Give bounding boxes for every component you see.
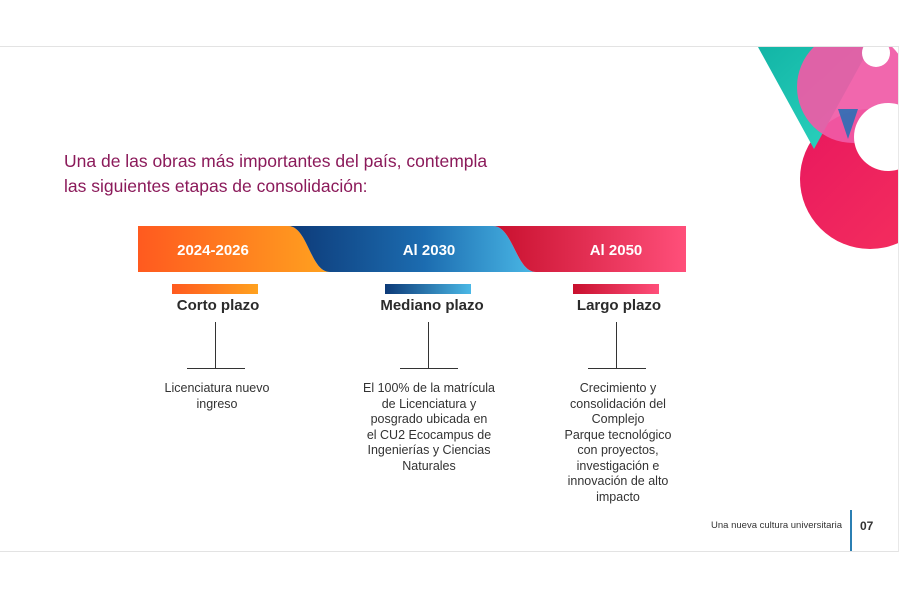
desc-line: Licenciatura nuevo (164, 381, 270, 395)
desc-line: posgrado ubicada en (370, 412, 488, 426)
term-bar-long (573, 284, 659, 294)
desc-line: innovación de alto (567, 474, 669, 488)
connector-stem-long (616, 322, 617, 368)
decorative-shapes (758, 47, 898, 249)
phase-description-long: Crecimiento y consolidación del Complejo… (543, 381, 693, 505)
desc-line: Crecimiento y (579, 381, 657, 395)
page-heading: Una de las obras más importantes del paí… (64, 149, 564, 199)
phase-year-short: 2024-2026 (177, 242, 249, 259)
banner-segment-short (138, 226, 330, 272)
connector-stem-short (215, 322, 216, 368)
desc-line: ingreso (196, 396, 238, 411)
connector-stem-medium (428, 322, 429, 368)
desc-line: consolidación del (570, 396, 666, 411)
white-cutout-right (854, 103, 898, 171)
footer-text: Una nueva cultura universitaria (711, 520, 842, 531)
desc-line: Parque tecnológico (564, 427, 672, 442)
connector-base-short (187, 368, 245, 369)
slide: Una de las obras más importantes del paí… (0, 46, 899, 552)
phase-term-long: Largo plazo (576, 297, 662, 314)
desc-line: impacto (596, 489, 640, 504)
connector-base-medium (400, 368, 458, 369)
desc-line: de Licenciatura y (381, 396, 477, 411)
phase-term-short: Corto plazo (176, 297, 260, 314)
phase-description-short: Licenciatura nuevo ingreso (142, 381, 292, 412)
desc-line: Naturales (402, 458, 456, 473)
white-cutout-top (862, 47, 890, 67)
blue-overlap-shape (838, 109, 858, 139)
desc-line: con proyectos, (577, 443, 659, 457)
phase-year-long: Al 2050 (589, 242, 643, 259)
connector-base-long (588, 368, 646, 369)
phase-description-medium: El 100% de la matrícula de Licenciatura … (348, 381, 510, 474)
term-bar-medium (385, 284, 471, 294)
desc-line: Ingenierías y Ciencias (367, 443, 491, 457)
banner-segment-medium (288, 226, 536, 272)
desc-line: El 100% de la matrícula (362, 381, 495, 395)
banner-segment-long (493, 226, 686, 272)
desc-line: Complejo (591, 412, 645, 426)
phase-term-medium: Mediano plazo (380, 297, 484, 314)
timeline-banner (138, 226, 686, 272)
desc-line: investigación e (576, 458, 660, 473)
term-bar-short (172, 284, 258, 294)
desc-line: el CU2 Ecocampus de (366, 427, 492, 442)
footer-separator (850, 510, 852, 551)
phase-year-medium: Al 2030 (402, 242, 456, 259)
page-number: 07 (860, 519, 874, 533)
heading-line-1: Una de las obras más importantes del paí… (64, 151, 488, 171)
heading-line-2: las siguientes etapas de consolidación: (64, 176, 368, 196)
